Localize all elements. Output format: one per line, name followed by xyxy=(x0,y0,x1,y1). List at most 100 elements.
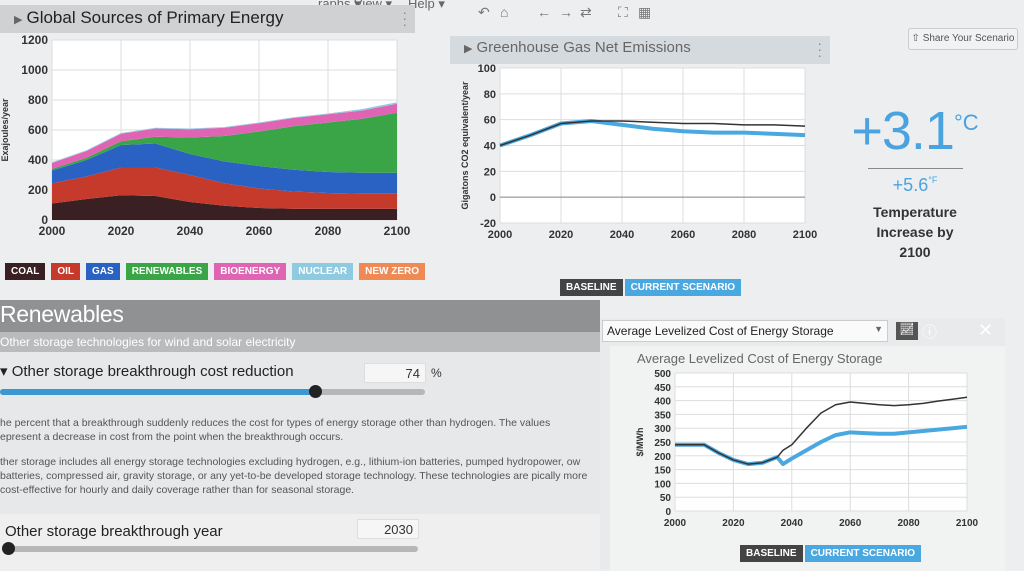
temp-caption: 2100 xyxy=(899,244,931,260)
y-tick-label: -20 xyxy=(480,218,496,230)
y-tick-label: 200 xyxy=(28,183,48,197)
area-bioenergy xyxy=(52,103,397,169)
y-tick-label: 60 xyxy=(484,115,496,127)
x-tick-label: 2100 xyxy=(384,224,411,238)
y-tick-label: 200 xyxy=(654,452,671,463)
legend-oil[interactable]: OIL xyxy=(51,263,81,280)
storage-chart: 0 50 100 150 200 250 300 350 400 450 500 2000 2020 20… xyxy=(635,369,979,529)
x-tick-label: 2060 xyxy=(839,518,862,529)
y-tick-label: 800 xyxy=(28,93,48,107)
y-tick-label: 1200 xyxy=(21,33,48,47)
forward-icon[interactable]: → xyxy=(559,4,573,20)
expand-icon[interactable]: ▶ xyxy=(464,43,473,55)
y-tick-label: 50 xyxy=(660,493,672,504)
storage-chart-title: Average Levelized Cost of Energy Storage xyxy=(637,351,883,366)
graph-view-icon[interactable]: 📈︎ xyxy=(896,322,918,340)
energy-legend: COAL OIL GAS RENEWABLES BIOENERGY NUCLEAR NEW … xyxy=(5,261,431,280)
x-tick-label: 2100 xyxy=(793,229,817,241)
y-tick-label: 300 xyxy=(654,424,671,435)
share-scenario-button[interactable]: ⇧ Share Your Scenario xyxy=(908,28,1018,50)
legend-baseline[interactable]: BASELINE xyxy=(740,545,803,562)
x-tick-label: 2020 xyxy=(108,224,135,238)
slider-handle[interactable] xyxy=(308,385,322,398)
description-1: he percent that a breakthrough suddenly … xyxy=(0,417,551,443)
more-menu-icon[interactable]: · · · xyxy=(817,35,822,63)
legend-current-scenario[interactable]: CURRENT SCENARIO xyxy=(804,545,922,562)
energy-panel: ▶ Global Sources of Primary Energy · · · xyxy=(0,5,415,33)
legend-nuclear[interactable]: NUCLEAR xyxy=(292,263,354,280)
y-tick-label: 40 xyxy=(484,141,496,153)
info-icon[interactable]: ⓘ xyxy=(922,324,938,341)
y-tick-label: 350 xyxy=(654,410,671,421)
x-tick-label: 2020 xyxy=(722,518,745,529)
x-tick-label: 2100 xyxy=(956,518,979,529)
slider-fill xyxy=(0,389,315,395)
x-tick-label: 2080 xyxy=(897,518,920,529)
y-tick-label: 100 xyxy=(478,63,496,75)
slider-handle[interactable] xyxy=(2,542,15,555)
graph-select[interactable]: Average Levelized Cost of Energy Storage… xyxy=(602,320,888,342)
legend-renewables[interactable]: RENEWABLES xyxy=(125,263,209,280)
temp-caption: Temperature xyxy=(873,204,957,220)
y-tick-label: 20 xyxy=(484,166,496,178)
breakthrough-year-slider[interactable] xyxy=(2,542,418,555)
y-tick-label: 0 xyxy=(490,192,496,204)
legend-coal[interactable]: COAL xyxy=(5,263,46,280)
storage-legend: BASELINE CURRENT SCENARIO xyxy=(740,543,927,562)
y-axis-label: $/MWh xyxy=(635,428,645,457)
temp-f-unit: °F xyxy=(928,175,938,185)
area-coal xyxy=(52,195,397,220)
expand-icon[interactable]: ▶ xyxy=(14,14,23,26)
x-tick-label: 2080 xyxy=(732,229,756,241)
line-baseline xyxy=(499,120,806,147)
description-2: ther storage includes all energy storage… xyxy=(0,456,588,496)
y-axis-label: Exajoules/year xyxy=(0,98,10,162)
breakthrough-year-input[interactable]: 2030 xyxy=(357,519,419,539)
y-tick-label: 400 xyxy=(654,397,671,408)
y-tick-label: 500 xyxy=(654,369,671,380)
x-tick-label: 2000 xyxy=(39,224,66,238)
help-menu[interactable]: Help ▾ xyxy=(408,0,445,11)
cost-reduction-input[interactable]: 74 xyxy=(364,363,426,383)
area-gas xyxy=(52,143,397,194)
y-tick-label: 600 xyxy=(28,123,48,137)
home-icon[interactable]: ⌂ xyxy=(500,4,509,20)
y-tick-label: 80 xyxy=(484,89,496,101)
legend-current-scenario[interactable]: CURRENT SCENARIO xyxy=(624,279,742,296)
more-menu-icon[interactable]: · · · xyxy=(402,4,407,32)
y-tick-label: 100 xyxy=(654,479,671,490)
slider2-label: Other storage breakthrough year xyxy=(5,523,223,540)
section-title: Renewables xyxy=(0,300,600,332)
back-icon[interactable]: ← xyxy=(537,4,551,20)
y-tick-label: 400 xyxy=(28,153,48,167)
x-tick-label: 2020 xyxy=(549,229,573,241)
table-icon[interactable]: ▦ xyxy=(638,4,652,20)
legend-gas[interactable]: GAS xyxy=(86,263,120,280)
x-tick-label: 2000 xyxy=(664,518,687,529)
graph-select-value: Average Levelized Cost of Energy Storage xyxy=(607,324,834,338)
temp-c-unit: °C xyxy=(953,110,979,135)
energy-chart: 0 200 400 600 800 1000 1200 2000 2020 2040 2060 208… xyxy=(0,33,411,238)
x-tick-label: 2040 xyxy=(177,224,204,238)
y-tick-label: 0 xyxy=(665,507,671,518)
y-tick-label: 0 xyxy=(41,213,48,227)
legend-new-zero[interactable]: NEW ZERO xyxy=(359,263,426,280)
renewables-section: Renewables Other storage technologies fo… xyxy=(0,300,614,569)
temperature-readout: +3.1°C +5.6°F Temperature Increase by 21… xyxy=(840,100,990,262)
legend-bioenergy[interactable]: BIOENERGY xyxy=(214,263,287,280)
slider1-label: ▾ Other storage breakthrough cost reduct… xyxy=(0,363,294,380)
panel-title: Greenhouse Gas Net Emissions xyxy=(476,39,691,56)
temp-celsius: +3.1 xyxy=(851,101,955,161)
fullscreen-icon[interactable]: ⛶ xyxy=(618,4,628,20)
x-tick-label: 2080 xyxy=(315,224,342,238)
legend-baseline[interactable]: BASELINE xyxy=(560,279,623,296)
x-tick-label: 2040 xyxy=(610,229,634,241)
refresh-icon[interactable]: ⇄ xyxy=(580,4,592,20)
panel-title: Global Sources of Primary Energy xyxy=(26,8,284,27)
cost-reduction-slider[interactable] xyxy=(0,385,425,398)
y-tick-label: 150 xyxy=(654,466,671,477)
section-subtitle: Other storage technologies for wind and … xyxy=(0,332,600,352)
undo-icon[interactable]: ↶ xyxy=(478,4,490,20)
temp-caption: Increase by xyxy=(876,224,954,240)
close-icon[interactable]: ✕ xyxy=(978,320,994,340)
